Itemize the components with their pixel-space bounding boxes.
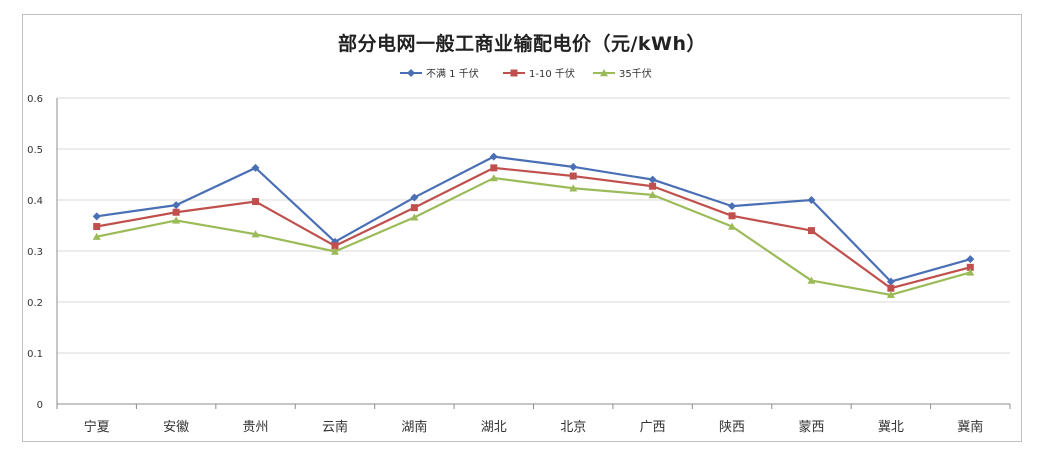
x-tick-label: 冀南 bbox=[957, 419, 983, 435]
data-point bbox=[728, 212, 736, 220]
x-tick-label: 陕西 bbox=[719, 420, 745, 435]
data-point bbox=[728, 222, 737, 230]
chart-frame: 部分电网一般工商业输配电价（元/kWh） bbox=[22, 14, 1022, 442]
data-point bbox=[251, 163, 260, 172]
x-tick-label: 云南 bbox=[322, 419, 348, 435]
data-point bbox=[489, 174, 498, 182]
data-point bbox=[93, 223, 101, 231]
data-point bbox=[887, 284, 895, 292]
data-point bbox=[886, 277, 895, 286]
data-point bbox=[330, 247, 339, 255]
y-axis-ticks: 0 0.1 0.2 0.3 0.4 0.5 0.6 bbox=[27, 94, 43, 411]
y-tick-label: 0.2 bbox=[27, 298, 43, 309]
series-line bbox=[96, 176, 971, 296]
data-point bbox=[728, 202, 737, 211]
y-tick-label: 0.3 bbox=[27, 247, 43, 258]
data-point bbox=[648, 190, 657, 199]
y-tick-label: 0.5 bbox=[27, 145, 43, 156]
data-point bbox=[92, 232, 101, 240]
data-point bbox=[252, 198, 260, 206]
data-point bbox=[410, 213, 419, 221]
x-tick-label: 宁夏 bbox=[84, 419, 110, 435]
y-tick-label: 0.1 bbox=[27, 349, 43, 360]
x-tick-label: 蒙西 bbox=[798, 420, 824, 435]
legend-item: 1-10 千伏 bbox=[503, 67, 575, 80]
legend-item: 35千伏 bbox=[593, 67, 652, 80]
data-point bbox=[807, 276, 816, 284]
data-point bbox=[410, 204, 418, 212]
data-point bbox=[807, 227, 815, 235]
legend-marker bbox=[600, 69, 608, 77]
x-tick-label: 安徽 bbox=[163, 420, 189, 435]
x-axis-ticks: 宁夏 安徽 贵州 云南 湖南 湖北 北京 广西 陕西 蒙西 冀北 冀南 bbox=[56, 404, 1011, 435]
series bbox=[92, 174, 975, 299]
data-point bbox=[648, 175, 657, 184]
legend-marker bbox=[407, 69, 415, 77]
legend-marker bbox=[510, 69, 518, 77]
data-point bbox=[569, 184, 578, 192]
y-tick-label: 0.6 bbox=[27, 94, 43, 105]
series bbox=[92, 152, 975, 286]
x-tick-label: 湖南 bbox=[401, 419, 427, 435]
y-tick-label: 0 bbox=[37, 400, 43, 411]
series-line bbox=[96, 166, 971, 290]
gridlines bbox=[56, 97, 1010, 405]
data-point bbox=[966, 263, 974, 271]
data-point bbox=[490, 164, 498, 172]
x-tick-label: 贵州 bbox=[243, 420, 269, 435]
series-line bbox=[96, 155, 971, 283]
data-point bbox=[92, 212, 101, 221]
x-tick-label: 冀北 bbox=[878, 419, 904, 435]
legend-label: 35千伏 bbox=[619, 67, 652, 80]
legend-label: 1-10 千伏 bbox=[529, 67, 575, 80]
x-tick-label: 北京 bbox=[560, 420, 586, 435]
data-point bbox=[966, 268, 975, 276]
data-point bbox=[649, 182, 657, 190]
data-point bbox=[172, 201, 181, 210]
data-point bbox=[172, 208, 180, 216]
x-tick-label: 湖北 bbox=[481, 420, 507, 435]
series bbox=[93, 164, 974, 292]
x-tick-label: 广西 bbox=[640, 420, 666, 435]
series-group bbox=[92, 152, 975, 299]
data-point bbox=[569, 162, 578, 171]
data-point bbox=[172, 216, 181, 224]
legend: 不满 1 千伏 1-10 千伏 35千伏 bbox=[400, 67, 652, 80]
data-point bbox=[966, 255, 975, 264]
legend-item: 不满 1 千伏 bbox=[400, 67, 479, 80]
data-point bbox=[807, 196, 816, 204]
y-tick-label: 0.4 bbox=[27, 196, 43, 207]
data-point bbox=[410, 193, 419, 202]
data-point bbox=[489, 152, 498, 161]
data-point bbox=[569, 172, 577, 180]
data-point bbox=[886, 290, 895, 299]
chart-title: 部分电网一般工商业输配电价（元/kWh） bbox=[337, 33, 707, 55]
legend-label: 不满 1 千伏 bbox=[426, 67, 479, 80]
data-point bbox=[331, 242, 339, 250]
data-point bbox=[251, 230, 260, 238]
